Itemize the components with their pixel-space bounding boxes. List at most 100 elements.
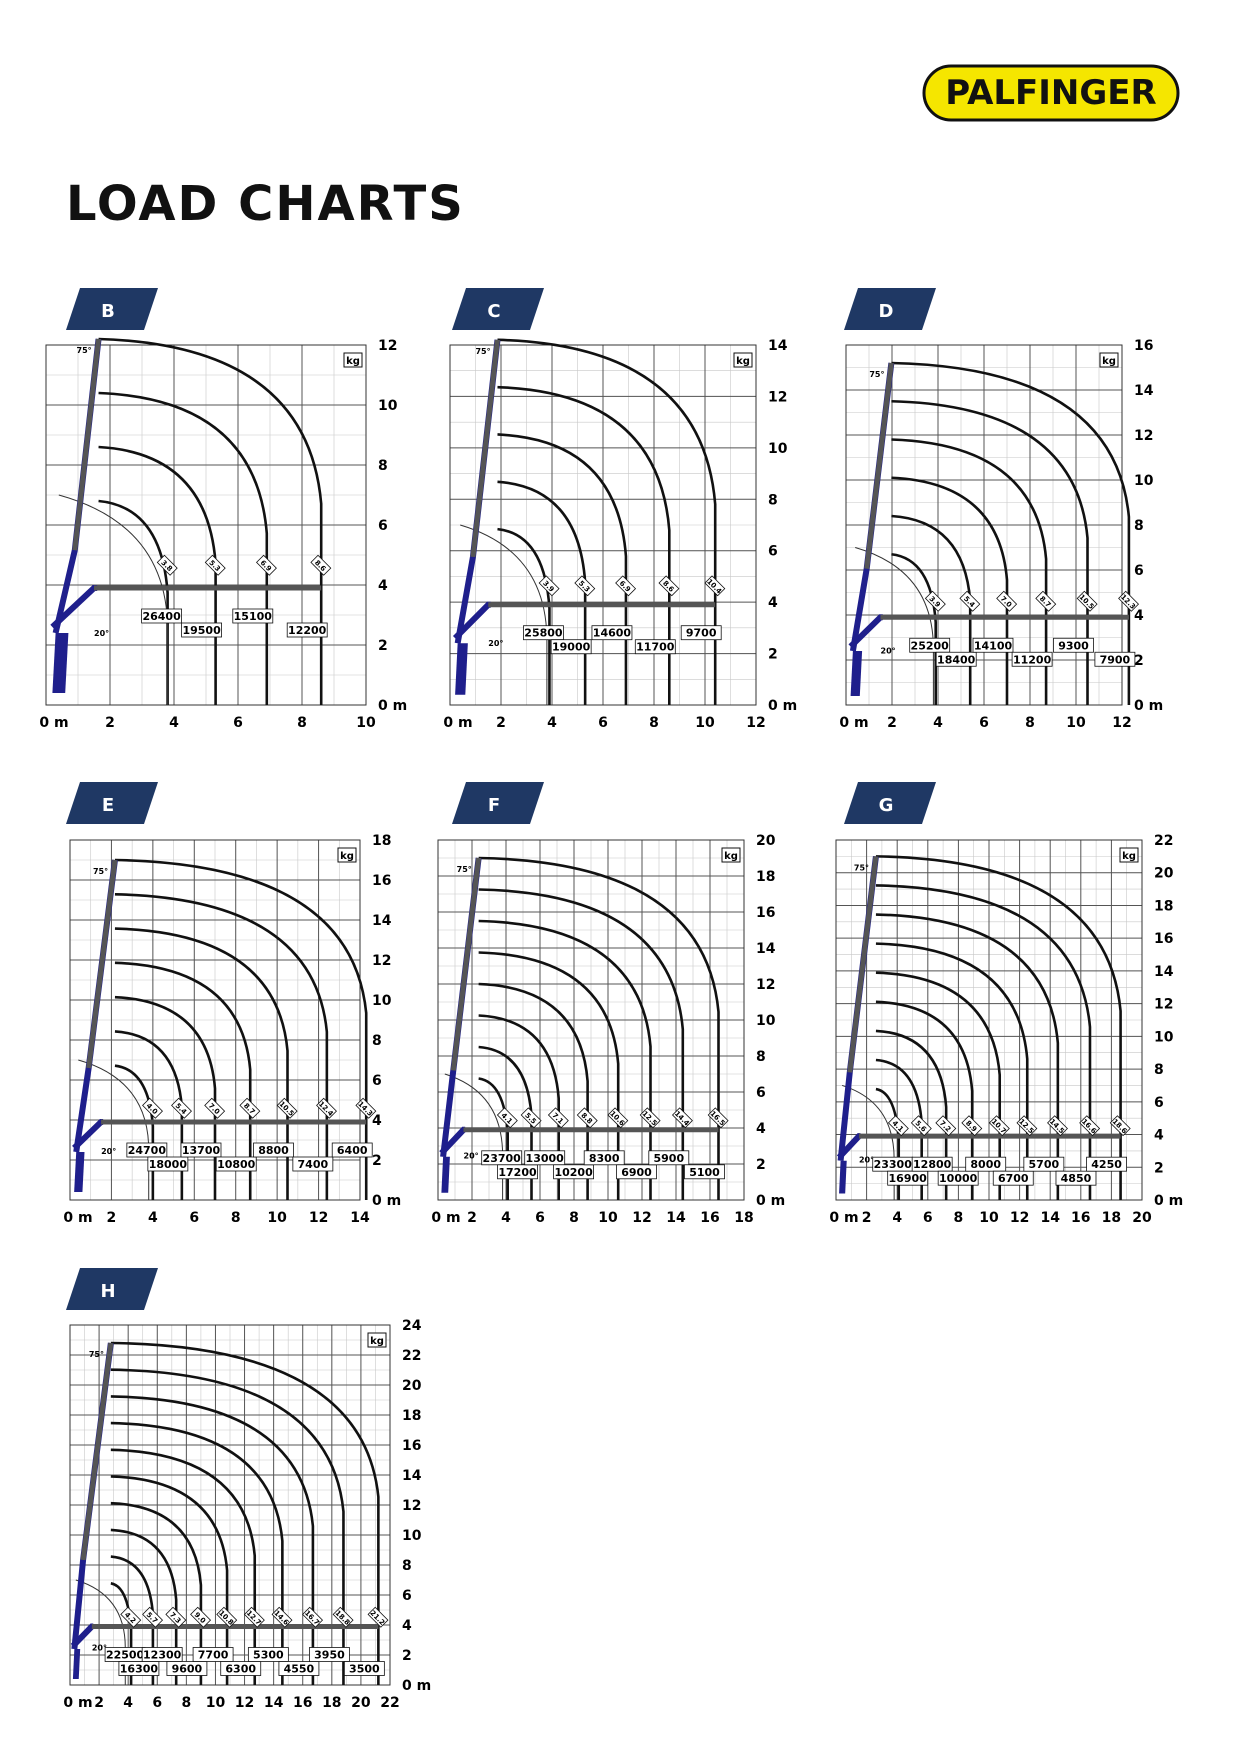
y-tick-label: 4: [372, 1113, 382, 1129]
y-tick-label: 16: [1134, 338, 1153, 354]
x-tick-label: 6: [535, 1210, 545, 1226]
load-value-label: 5700: [1029, 1158, 1060, 1171]
y-tick-label: 18: [372, 833, 391, 849]
crane-column: [74, 1152, 85, 1192]
load-curve: [478, 919, 652, 1200]
x-tick-label: 8: [297, 715, 307, 731]
x-tick-label: 8: [1025, 715, 1035, 731]
y-tick-label: 4: [1134, 608, 1144, 624]
x-tick-label: 12: [1010, 1210, 1029, 1226]
y-tick-label: 14: [402, 1468, 422, 1484]
x-tick-label: 6: [233, 715, 243, 731]
outreach-flag: 10.5: [1076, 590, 1098, 612]
outreach-flag: 8.8: [576, 1107, 598, 1129]
outreach-flag: 10.5: [276, 1097, 298, 1119]
y-tick-label: 14: [1134, 383, 1154, 399]
x-tick-label: 0 m: [443, 715, 472, 731]
outreach-flag: 4.1: [496, 1107, 518, 1129]
x-tick-label: 10: [206, 1695, 226, 1711]
y-tick-label: 8: [1154, 1062, 1164, 1078]
y-tick-label: 14: [1154, 964, 1174, 980]
outreach-flag: 5.3: [574, 575, 596, 597]
load-value-label: 7900: [1100, 653, 1131, 666]
x-tick-label: 2: [496, 715, 506, 731]
x-tick-label: 4: [892, 1210, 902, 1226]
y-tick-label: 12: [768, 389, 787, 405]
y-tick-label: 22: [402, 1348, 421, 1364]
outreach-flag: 12.5: [639, 1107, 661, 1129]
inner-envelope: [75, 1579, 126, 1685]
load-value-label: 4250: [1091, 1158, 1122, 1171]
x-tick-label: 2: [105, 715, 115, 731]
chart-tab-label: F: [488, 795, 500, 816]
load-curve: [110, 1341, 380, 1685]
y-tick-label: 6: [372, 1073, 382, 1089]
boom-raised-extension: [470, 339, 500, 558]
y-tick-label: 0 m: [402, 1678, 431, 1694]
x-tick-label: 20: [1132, 1210, 1152, 1226]
outreach-flag: 7.2: [935, 1115, 957, 1137]
y-tick-label: 14: [768, 338, 788, 354]
chart-tab-e: E: [66, 782, 158, 824]
load-curve: [98, 391, 269, 705]
load-chart-e: 0 m 2 4 6 8 10 12 14 0 m 2 4 6 8 10 12 14 16 18 kg 75° 20° 4.…: [63, 833, 420, 1240]
outreach-flag: 7.1: [547, 1107, 569, 1129]
load-curve: [891, 361, 1131, 705]
y-tick-label: 4: [378, 578, 388, 594]
load-value-label: 17200: [498, 1166, 537, 1179]
outreach-flag: 5.3: [204, 554, 226, 576]
chart-tab-c: C: [452, 288, 544, 330]
unit-kg-label: kg: [346, 356, 360, 367]
load-curves: [110, 1341, 380, 1685]
load-curve: [875, 913, 1060, 1200]
load-curve: [114, 961, 252, 1200]
chart-tab-label: E: [102, 795, 114, 816]
angle-20-label: 20°: [881, 646, 896, 655]
x-tick-label: 20: [351, 1695, 371, 1711]
load-curve: [875, 1000, 974, 1200]
outreach-flag: 16.5: [707, 1107, 729, 1129]
angle-75-label: 75°: [475, 347, 490, 356]
crane-column: [52, 633, 69, 693]
x-tick-label: 4: [148, 1210, 158, 1226]
x-tick-label: 10: [979, 1210, 999, 1226]
x-tick-label: 12: [235, 1695, 254, 1711]
x-tick-label: 8: [954, 1210, 964, 1226]
outreach-flag: 4.1: [887, 1115, 909, 1137]
y-tick-label: 8: [756, 1049, 766, 1065]
outreach-flag: 12.4: [316, 1097, 337, 1119]
angle-20-label: 20°: [92, 1644, 107, 1653]
load-value-label: 25200: [911, 639, 950, 652]
y-tick-label: 8: [402, 1558, 412, 1574]
load-curve: [110, 1528, 178, 1685]
x-tick-label: 14: [1040, 1210, 1060, 1226]
load-curves: [98, 337, 323, 705]
load-value-label: 12200: [288, 624, 327, 637]
load-value-label: 13000: [526, 1152, 565, 1165]
y-tick-label: 0 m: [372, 1193, 401, 1209]
outreach-flag: 7.0: [996, 590, 1018, 612]
load-value-label: 3500: [349, 1663, 380, 1676]
y-tick-label: 12: [1134, 428, 1153, 444]
angle-75-label: 75°: [457, 865, 472, 874]
y-tick-label: 10: [768, 441, 788, 457]
unit-kg-label: kg: [724, 851, 738, 862]
x-tick-label: 0 m: [63, 1210, 92, 1226]
outreach-flag: 7.0: [204, 1097, 226, 1119]
y-tick-label: 8: [378, 458, 388, 474]
chart-tab-f: F: [452, 782, 544, 824]
x-tick-label: 2: [467, 1210, 477, 1226]
load-value-label: 12800: [913, 1158, 952, 1171]
crane-column: [850, 651, 863, 696]
y-tick-label: 8: [372, 1033, 382, 1049]
x-tick-label: 10: [1066, 715, 1086, 731]
x-tick-label: 10: [598, 1210, 618, 1226]
y-tick-label: 20: [402, 1378, 422, 1394]
y-tick-label: 8: [1134, 518, 1144, 534]
x-tick-label: 8: [231, 1210, 241, 1226]
x-tick-label: 18: [1102, 1210, 1121, 1226]
y-tick-label: 6: [402, 1588, 412, 1604]
y-tick-label: 10: [372, 993, 392, 1009]
page-title: LOAD CHARTS: [66, 176, 465, 232]
chart-tab-h: H: [66, 1268, 158, 1310]
